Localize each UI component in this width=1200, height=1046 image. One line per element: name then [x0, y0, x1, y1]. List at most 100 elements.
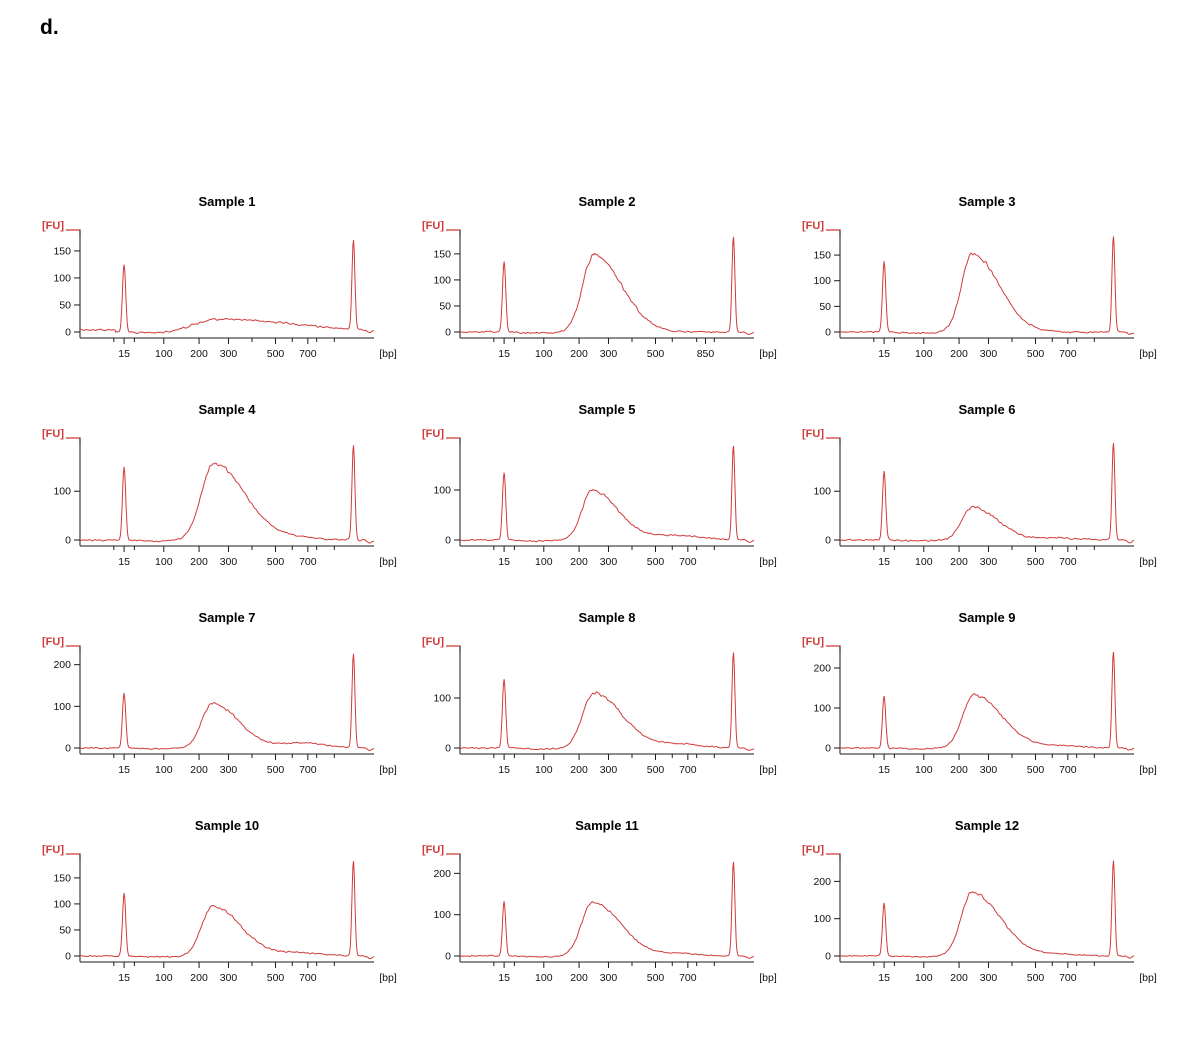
electropherogram-panel-4: Sample 4 [FU] 0 100 15 100 200 300 500 700 [bp]: [22, 402, 402, 587]
x-unit-label: [bp]: [759, 556, 777, 568]
electropherogram-sample-10: [FU] 0 50 100 150 15 100 200 300 500 700 [bp]: [42, 844, 397, 984]
y-tick-label: 0: [65, 535, 71, 547]
electropherogram-panel-12: Sample 12 [FU] 0 100 200 15 100 200 300 500 700 [bp…: [782, 818, 1162, 1003]
trace-line: [839, 236, 1135, 335]
electropherogram-sample-11: [FU] 0 100 200 15 100 200 300 500 700 [bp]: [422, 844, 777, 984]
x-tick-label: 300: [980, 764, 998, 776]
electropherogram-sample-7: [FU] 0 100 200 15 100 200 300 500 700 [bp]: [42, 636, 397, 776]
x-tick-label: 15: [118, 764, 130, 776]
x-tick-label: 200: [570, 348, 588, 360]
electropherogram-panel-9: Sample 9 [FU] 0 100 200 15 100 200 300 500 700 [bp]: [782, 610, 1162, 795]
x-tick-label: 700: [1059, 972, 1077, 984]
figure-label: d.: [40, 16, 59, 39]
x-tick-label: 200: [950, 556, 968, 568]
y-unit-label: [FU]: [802, 636, 824, 648]
electropherogram-sample-4: [FU] 0 100 15 100 200 300 500 700 [bp]: [42, 428, 397, 568]
y-tick-label: 100: [813, 275, 831, 287]
x-tick-label: 15: [118, 972, 130, 984]
x-tick-label: 500: [1027, 556, 1045, 568]
y-tick-label: 50: [439, 300, 451, 312]
y-unit-label: [FU]: [802, 844, 824, 856]
y-tick-label: 100: [433, 693, 451, 705]
trace-line: [460, 652, 755, 752]
y-unit-label: [FU]: [42, 220, 64, 232]
y-unit-label: [FU]: [422, 428, 444, 440]
y-tick-label: 0: [445, 743, 451, 755]
x-unit-label: [bp]: [379, 764, 397, 776]
x-unit-label: [bp]: [1139, 764, 1157, 776]
x-tick-label: 700: [1059, 348, 1077, 360]
panel-title: Sample 8: [578, 610, 636, 625]
x-unit-label: [bp]: [1139, 556, 1157, 568]
x-tick-label: 200: [570, 972, 588, 984]
trace-line: [79, 445, 375, 544]
y-tick-label: 0: [825, 535, 831, 547]
x-tick-label: 200: [950, 348, 968, 360]
electropherogram-sample-9: [FU] 0 100 200 15 100 200 300 500 700 [bp]: [802, 636, 1157, 776]
x-tick-label: 200: [950, 764, 968, 776]
x-tick-label: 500: [647, 972, 665, 984]
x-tick-label: 300: [980, 556, 998, 568]
y-tick-label: 200: [813, 663, 831, 675]
electropherogram-panel-8: Sample 8 [FU] 0 100 15 100 200 300 500 700 [bp]: [402, 610, 782, 795]
x-tick-label: 100: [535, 764, 553, 776]
y-tick-label: 50: [819, 301, 831, 313]
x-tick-label: 300: [220, 348, 238, 360]
trace-line: [80, 239, 375, 334]
x-tick-label: 700: [679, 556, 697, 568]
y-tick-label: 0: [445, 535, 451, 547]
x-tick-label: 300: [220, 556, 238, 568]
y-unit-label: [FU]: [42, 636, 64, 648]
panel-title: Sample 10: [194, 818, 260, 833]
y-tick-label: 0: [825, 743, 831, 755]
x-tick-label: 500: [1027, 764, 1045, 776]
x-tick-label: 700: [299, 972, 317, 984]
trace-line: [839, 860, 1135, 959]
panel-title: Sample 1: [198, 194, 256, 209]
y-tick-label: 100: [813, 486, 831, 498]
y-tick-label: 100: [433, 485, 451, 497]
x-tick-label: 100: [155, 348, 173, 360]
electropherogram-panel-11: Sample 11 [FU] 0 100 200 15 100 200 300 500 700 [bp…: [402, 818, 782, 1003]
electropherogram-panel-3: Sample 3 [FU] 0 50 100 150 15 100 200 300 500 700 [b…: [782, 194, 1162, 379]
x-tick-label: 100: [155, 764, 173, 776]
panel-title: Sample 7: [198, 610, 256, 625]
x-tick-label: 15: [878, 972, 890, 984]
x-tick-label: 700: [679, 972, 697, 984]
electropherogram-sample-8: [FU] 0 100 15 100 200 300 500 700 [bp]: [422, 636, 777, 776]
panel-title: Sample 6: [958, 402, 1016, 417]
y-tick-label: 100: [53, 272, 71, 284]
y-tick-label: 0: [65, 743, 71, 755]
y-tick-label: 150: [433, 248, 451, 260]
x-tick-label: 300: [600, 764, 618, 776]
x-tick-label: 300: [980, 348, 998, 360]
x-tick-label: 700: [1059, 556, 1077, 568]
x-unit-label: [bp]: [759, 764, 777, 776]
y-tick-label: 200: [813, 876, 831, 888]
y-tick-label: 0: [65, 951, 71, 963]
electropherogram-panel-7: Sample 7 [FU] 0 100 200 15 100 200 300 500 700 [bp]: [22, 610, 402, 795]
x-tick-label: 300: [600, 348, 618, 360]
x-unit-label: [bp]: [379, 556, 397, 568]
x-tick-label: 700: [299, 348, 317, 360]
x-tick-label: 15: [118, 348, 130, 360]
x-tick-label: 500: [1027, 972, 1045, 984]
x-tick-label: 300: [600, 972, 618, 984]
electropherogram-sample-1: [FU] 0 50 100 150 15 100 200 300 500 700 [bp]: [42, 220, 397, 360]
y-tick-label: 100: [53, 486, 71, 498]
x-tick-label: 100: [535, 348, 553, 360]
x-tick-label: 100: [915, 972, 933, 984]
y-tick-label: 0: [445, 327, 451, 339]
x-tick-label: 100: [915, 764, 933, 776]
y-tick-label: 100: [433, 909, 451, 921]
x-tick-label: 100: [915, 348, 933, 360]
y-unit-label: [FU]: [422, 844, 444, 856]
trace-line: [839, 652, 1135, 751]
electropherogram-panel-5: Sample 5 [FU] 0 100 15 100 200 300 500 700 [bp]: [402, 402, 782, 587]
y-tick-label: 0: [825, 951, 831, 963]
y-tick-label: 50: [59, 924, 71, 936]
x-unit-label: [bp]: [759, 348, 777, 360]
electropherogram-panel-2: Sample 2 [FU] 0 50 100 150 15 100 200 300 500 850 [b…: [402, 194, 782, 379]
x-tick-label: 500: [647, 556, 665, 568]
x-tick-label: 200: [190, 348, 208, 360]
